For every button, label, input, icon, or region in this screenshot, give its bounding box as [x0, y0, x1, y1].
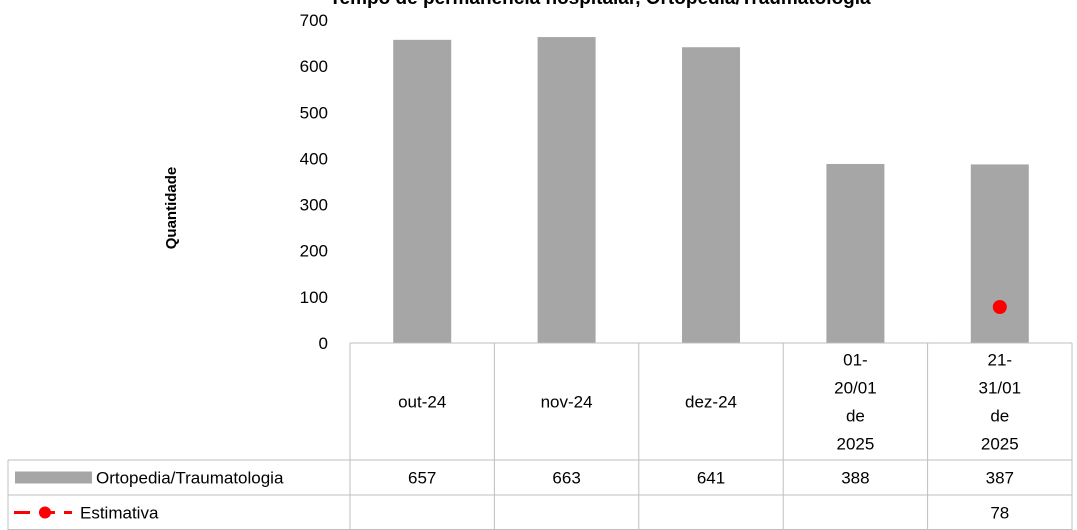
y-axis-label: Quantidade	[163, 167, 180, 250]
legend-label: Estimativa	[80, 504, 159, 523]
y-tick-label: 600	[300, 57, 328, 76]
chart-title: Tempo de permanência hospitalar, Ortoped…	[329, 0, 871, 9]
table-cell-value: 387	[986, 469, 1014, 488]
y-axis: 0 100 200 300 400 500 600 700	[300, 11, 328, 353]
category-label: 01-20/01 de 2025	[834, 351, 877, 454]
table-cell-value: 663	[552, 469, 580, 488]
bar	[970, 164, 1029, 343]
y-tick-label: 0	[319, 334, 328, 353]
y-tick-label: 100	[300, 288, 328, 307]
y-tick-label: 500	[300, 103, 328, 122]
bar	[537, 37, 596, 344]
table-cell-value: 657	[408, 469, 436, 488]
y-tick-label: 400	[300, 149, 328, 168]
table-cell-value: 388	[841, 469, 869, 488]
legend-swatch-marker	[39, 506, 51, 519]
bars	[393, 37, 1029, 344]
estimate-markers	[992, 300, 1007, 315]
y-tick-label: 300	[300, 196, 328, 215]
category-label: 21-31/01 de 2025	[979, 351, 1022, 454]
bar	[393, 39, 452, 343]
legend-swatch-bar	[15, 471, 92, 484]
estimate-point	[992, 300, 1007, 315]
table-cell-value: 641	[697, 469, 725, 488]
y-tick-label: 700	[300, 11, 328, 30]
data-table: out-24 nov-24 dez-24 01-20/01 de 2025 21-31/01…	[7, 342, 1073, 530]
y-tick-label: 200	[300, 242, 328, 261]
bar	[826, 163, 885, 343]
legend-label: Ortopedia/Traumatologia	[96, 469, 284, 488]
bar	[682, 47, 740, 344]
category-label: dez-24	[685, 393, 737, 412]
category-label: out-24	[398, 393, 446, 412]
category-label: nov-24	[541, 393, 593, 412]
table-cell-value: 78	[990, 504, 1009, 523]
